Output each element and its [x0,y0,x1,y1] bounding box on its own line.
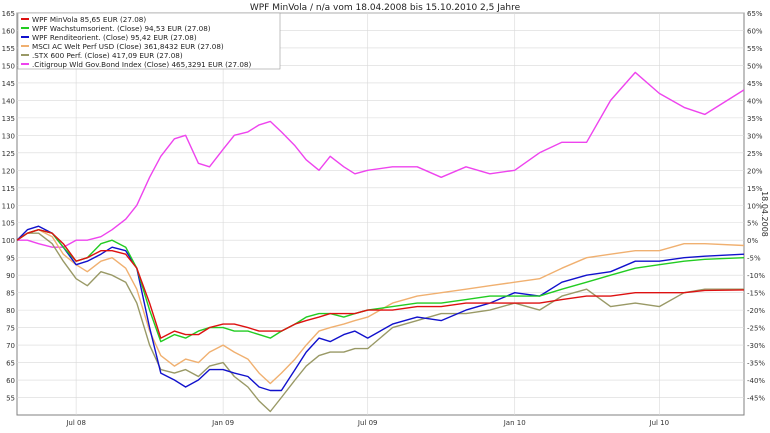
y-tick-label: 70 [6,342,15,350]
y-tick-label: 110 [2,202,15,210]
y2-tick-label: -40% [747,377,765,385]
series-line [17,71,745,248]
y2-tick-label: -25% [747,325,765,333]
series-lines [16,71,745,413]
x-tick-label: Jul 09 [357,419,378,427]
y2-tick-label: -10% [747,272,765,280]
y2-tick-label: 60% [747,27,763,35]
legend-label: WPF MinVola 85,65 EUR (27.08) [32,15,146,24]
x-tick-label: Jan 09 [211,419,234,427]
x-tick-label: Jul 10 [649,419,670,427]
legend-label: WPF Renditeorient. (Close) 95,42 EUR (27… [32,33,197,42]
y-tick-label: 160 [2,27,15,35]
y2-tick-label: 50% [747,62,763,70]
y-tick-label: 95 [6,255,15,263]
y-tick-label: 145 [2,80,15,88]
y-tick-label: 165 [2,10,15,18]
legend-label: .STX 600 Perf. (Close) 417,09 EUR (27.08… [32,51,183,60]
y2-tick-label: -30% [747,342,765,350]
x-tick-label: Jul 08 [65,419,86,427]
legend: WPF MinVola 85,65 EUR (27.08)WPF Wachstu… [17,12,281,70]
series-line [16,229,745,385]
y2-tick-label: 15% [747,185,763,193]
y2-tick-label: -5% [747,255,761,263]
y-tick-label: 140 [2,97,15,105]
y-tick-label: 100 [2,237,15,245]
y2-tick-label: 20% [747,167,763,175]
y-tick-label: 120 [2,167,15,175]
y-tick-label: 85 [6,290,15,298]
y-tick-label: 115 [2,185,15,193]
right-axis-label: 18.04.2008 [760,191,769,237]
y-tick-label: 75 [6,325,15,333]
legend-label: MSCI AC Welt Perf USD (Close) 361,8432 E… [32,42,224,51]
y-tick-label: 55 [6,395,15,403]
y-tick-label: 125 [2,150,15,158]
legend-box [17,12,281,70]
axes: 55 -45% 60 -40% 65 -35% 70 -30% 75 -25% 80 -20% 85 -1… [2,10,766,427]
y2-tick-label: -45% [747,395,765,403]
y2-tick-label: 35% [747,115,763,123]
series-line [16,225,745,392]
y2-tick-label: 5% [747,220,758,228]
y2-tick-label: 55% [747,45,763,53]
y-tick-label: 130 [2,132,15,140]
y2-tick-label: 65% [747,10,763,18]
y-tick-label: 60 [6,377,15,385]
legend-label: .Citigroup Wld Gov.Bond Index (Close) 46… [32,60,251,69]
y2-tick-label: 25% [747,150,763,158]
plot-area [16,12,745,416]
y-tick-label: 65 [6,360,15,368]
y2-tick-label: 40% [747,97,763,105]
y-tick-label: 90 [6,272,15,280]
y-tick-label: 150 [2,62,15,70]
y2-tick-label: -20% [747,307,765,315]
legend-label: WPF Wachstumsorient. (Close) 94,53 EUR (… [32,24,211,33]
y2-tick-label: -35% [747,360,765,368]
y2-tick-label: 0% [747,237,758,245]
y2-tick-label: -15% [747,290,765,298]
y-tick-label: 80 [6,307,15,315]
y2-tick-label: 45% [747,80,763,88]
x-tick-label: Jan 10 [503,419,526,427]
series-line [16,229,745,339]
y-tick-label: 105 [2,220,15,228]
chart-title: WPF MinVola / n/a vom 18.04.2008 bis 15.… [250,3,521,13]
y2-tick-label: 30% [747,132,763,140]
y-tick-label: 135 [2,115,15,123]
y-tick-label: 155 [2,45,15,53]
y2-tick-label: 10% [747,202,763,210]
